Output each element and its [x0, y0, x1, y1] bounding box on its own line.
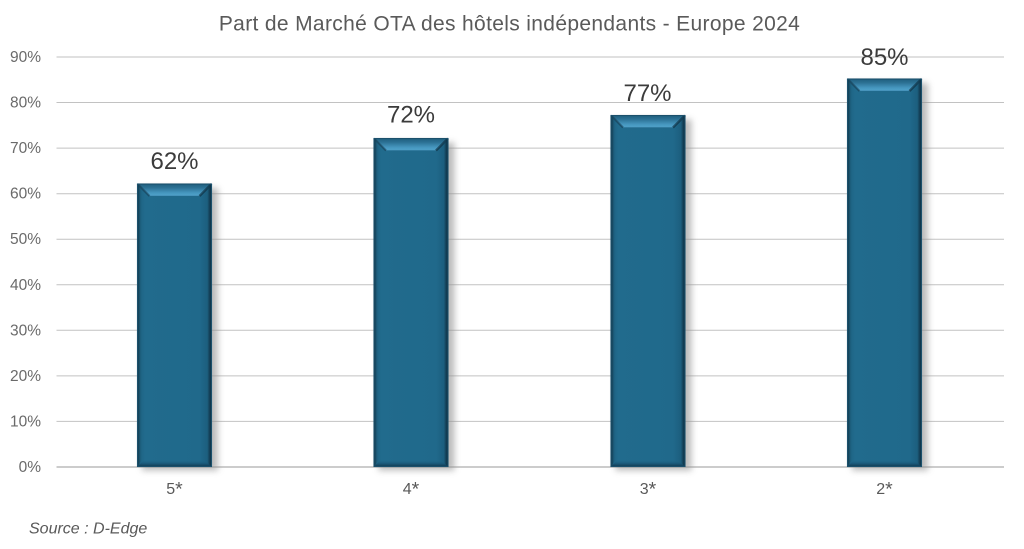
svg-text:5*: 5*	[166, 479, 183, 501]
svg-text:20%: 20%	[10, 368, 41, 385]
svg-text:80%: 80%	[10, 95, 41, 112]
svg-text:4*: 4*	[403, 479, 420, 501]
svg-text:90%: 90%	[10, 49, 41, 66]
svg-text:2*: 2*	[876, 479, 893, 501]
svg-text:0%: 0%	[19, 459, 42, 476]
svg-text:Part de Marché OTA des hôtels: Part de Marché OTA des hôtels indépendan…	[219, 13, 800, 36]
svg-text:70%: 70%	[10, 140, 41, 157]
svg-text:30%: 30%	[10, 322, 41, 339]
svg-text:40%: 40%	[10, 277, 41, 294]
svg-text:72%: 72%	[387, 102, 435, 129]
svg-text:3*: 3*	[640, 479, 657, 501]
svg-text:62%: 62%	[150, 148, 198, 175]
svg-text:77%: 77%	[623, 80, 671, 107]
svg-text:Source : D-Edge: Source : D-Edge	[29, 521, 147, 538]
svg-text:85%: 85%	[860, 44, 908, 71]
svg-text:60%: 60%	[10, 186, 41, 203]
svg-text:50%: 50%	[10, 231, 41, 248]
svg-text:10%: 10%	[10, 413, 41, 430]
